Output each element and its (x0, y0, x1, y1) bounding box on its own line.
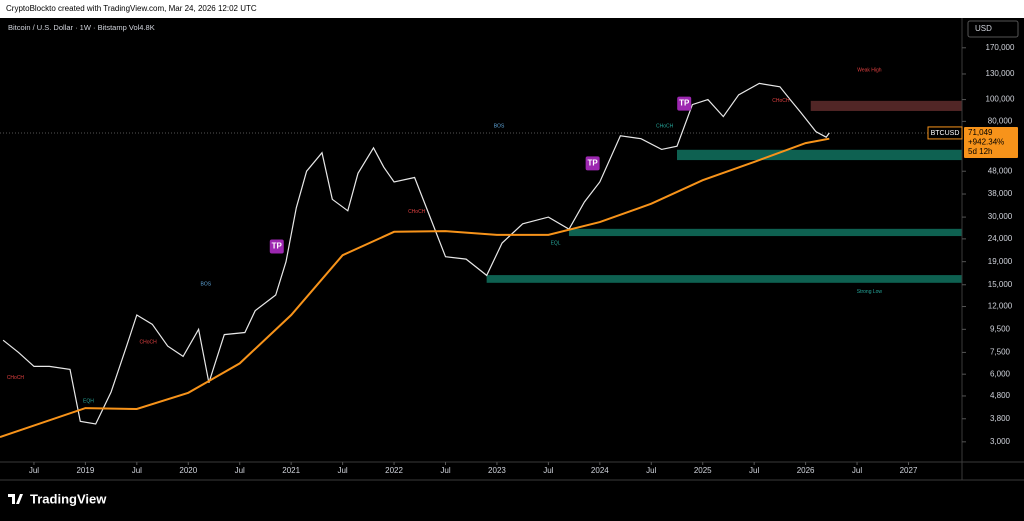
annotation: TP (272, 242, 283, 251)
annotation-box (269, 239, 284, 254)
y-tick-label: 100,000 (986, 95, 1015, 104)
annotation: TP (588, 159, 599, 168)
y-tick-label: 130,000 (986, 69, 1015, 78)
x-tick-label: 2025 (694, 466, 712, 475)
annotation: EQL (551, 240, 561, 246)
annotation: CHoCH (408, 209, 426, 215)
annotation: CHoCH (656, 123, 674, 129)
currency-box[interactable] (967, 20, 1019, 38)
y-tick-label: 170,000 (986, 43, 1015, 52)
y-tick-label: 4,800 (990, 391, 1011, 400)
x-tick-label: Jul (29, 466, 39, 475)
x-tick-label: 2020 (179, 466, 197, 475)
logo-text: TradingView (30, 491, 107, 506)
zone (568, 228, 962, 237)
x-tick-label: 2024 (591, 466, 609, 475)
annotation: BOS (200, 281, 211, 287)
x-tick-label: Jul (749, 466, 759, 475)
y-tick-label: 9,500 (990, 324, 1011, 333)
y-tick-label: 6,000 (990, 369, 1011, 378)
y-tick-label: 15,000 (988, 280, 1013, 289)
currency-label: USD (975, 24, 992, 33)
symbol-box (927, 126, 963, 140)
x-tick-label: 2026 (797, 466, 815, 475)
series-line (2, 82, 830, 425)
y-tick-label: 7,500 (990, 348, 1011, 357)
annotation: Strong Low (857, 289, 883, 295)
annotation: CHoCH (772, 98, 790, 104)
y-tick-label: 3,800 (990, 414, 1011, 423)
price-label: 71,049 (968, 128, 993, 137)
y-tick-label: 19,000 (988, 257, 1013, 266)
x-tick-label: Jul (440, 466, 450, 475)
y-tick-label: 38,000 (988, 189, 1013, 198)
annotation: CHoCH (140, 340, 158, 346)
zone (486, 275, 962, 283)
annotation: BOS (494, 123, 505, 129)
x-tick-label: Jul (132, 466, 142, 475)
annotation: TP (679, 99, 690, 108)
y-tick-label: 48,000 (988, 166, 1013, 175)
x-tick-label: Jul (337, 466, 347, 475)
plot: BOS BOS Weak High Strong Low CHoCH CHoCH CHoCH… (0, 67, 962, 439)
x-tick-label: Jul (235, 466, 245, 475)
chart-bg (0, 18, 1024, 521)
logo: TradingView (8, 491, 107, 506)
y-tick-label: 12,000 (988, 302, 1013, 311)
annotation-box (585, 156, 600, 171)
y-tick-label: 80,000 (988, 116, 1013, 125)
y-tick-label: 30,000 (988, 212, 1013, 221)
logo-icon (8, 494, 23, 504)
chart-title: Bitcoin / U.S. Dollar · 1W · Bitstamp Vo… (8, 23, 155, 32)
annotation: CHoCH (7, 375, 25, 381)
x-tick-label: 2022 (385, 466, 403, 475)
x-tick-label: Jul (543, 466, 553, 475)
x-tick-label: 2023 (488, 466, 506, 475)
symbol-label: BTCUSD (931, 130, 960, 137)
price-box (964, 126, 1018, 158)
y-tick-label: 3,000 (990, 437, 1011, 446)
series-line (0, 137, 830, 439)
zone (677, 149, 962, 161)
x-tick-label: 2021 (282, 466, 300, 475)
change-label: +942.34% (968, 138, 1004, 147)
countdown-label: 5d 12h (968, 147, 992, 156)
x-tick-label: Jul (646, 466, 656, 475)
credit: CryptoBlockto created with TradingView.c… (6, 4, 257, 13)
header-bar (0, 0, 1024, 18)
x-tick-label: Jul (852, 466, 862, 475)
zone (810, 100, 962, 111)
annotation: Weak High (857, 67, 882, 73)
annotation-box (677, 96, 692, 111)
x-tick-label: 2019 (76, 466, 94, 475)
y-tick-label: 24,000 (988, 234, 1013, 243)
annotation: EQH (83, 398, 94, 404)
x-tick-label: 2027 (900, 466, 918, 475)
